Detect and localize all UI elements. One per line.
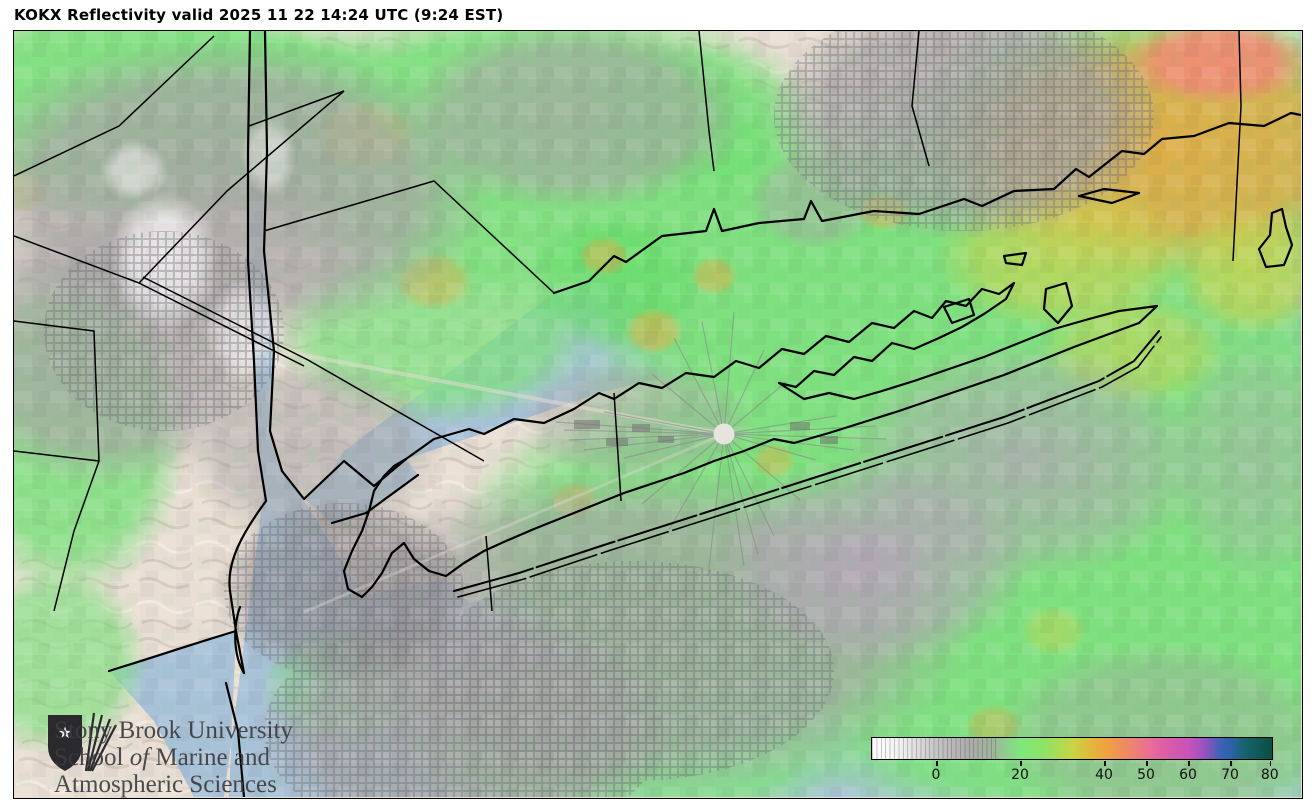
svg-text:★: ★	[58, 723, 72, 742]
colorbar-tick-mark	[1269, 761, 1272, 766]
attribution-line-3: Atmospheric Sciences	[54, 771, 277, 798]
colorbar-tick-label: 20	[1011, 767, 1029, 783]
colorbar-tick-label: 70	[1221, 767, 1239, 783]
radar-map-canvas	[14, 31, 1301, 797]
colorbar-gradient	[871, 737, 1273, 760]
radar-spokes	[253, 311, 887, 614]
coastline-layer	[107, 31, 1301, 797]
colorbar-tick-mark	[1104, 761, 1106, 766]
colorbar-tick-mark	[1020, 761, 1022, 766]
radar-map: ★ Stony Brook University School of Marin…	[13, 30, 1303, 799]
colorbar-tick-label: 60	[1179, 767, 1197, 783]
hatched-echo-patches	[44, 31, 1154, 797]
colorbar-step-lines	[872, 738, 996, 759]
colorbar-tick-mark	[1230, 761, 1232, 766]
colorbar-tick-mark	[1188, 761, 1190, 766]
attribution-text: Stony Brook University School of Marine …	[54, 717, 293, 798]
boundary-layer	[14, 31, 1242, 612]
radar-echo-layer	[14, 31, 1301, 797]
colorbar-tick-mark	[936, 761, 938, 766]
radar-site-marker	[713, 423, 735, 445]
attribution-line-2: School of Marine and	[54, 744, 270, 771]
colorbar-tick-label: 80	[1260, 767, 1279, 783]
colorbar-tick-label: 50	[1137, 767, 1155, 783]
page-title: KOKX Reflectivity valid 2025 11 22 14:24…	[14, 6, 504, 24]
reflectivity-colorbar: 0 20 40 50 60 70 80	[871, 737, 1279, 787]
colorbar-tick-mark	[1146, 761, 1148, 766]
colorbar-tick-label: 0	[931, 767, 941, 783]
block-island-outline	[1257, 207, 1294, 269]
attribution-line-1: Stony Brook University	[54, 717, 293, 744]
stony-brook-shield-icon: ★	[48, 712, 117, 772]
stony-brook-logo: ★ Stony Brook University School of Marin…	[44, 711, 293, 798]
colorbar-tick-label: 40	[1095, 767, 1113, 783]
